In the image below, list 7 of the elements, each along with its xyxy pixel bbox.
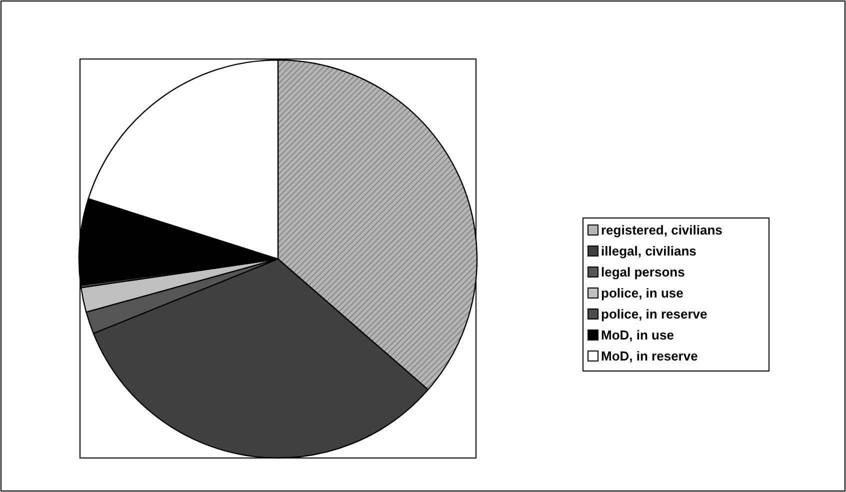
- legend-label: MoD, in reserve: [601, 348, 698, 364]
- legend-label: police, in use: [601, 286, 684, 300]
- legend-label: illegal, civilians: [601, 244, 696, 258]
- legend-label: police, in reserve: [601, 306, 708, 322]
- legend-label: legal persons: [601, 264, 685, 280]
- legend-label: registered, civilians: [601, 222, 722, 238]
- legend-label: MoD, in use: [601, 328, 674, 342]
